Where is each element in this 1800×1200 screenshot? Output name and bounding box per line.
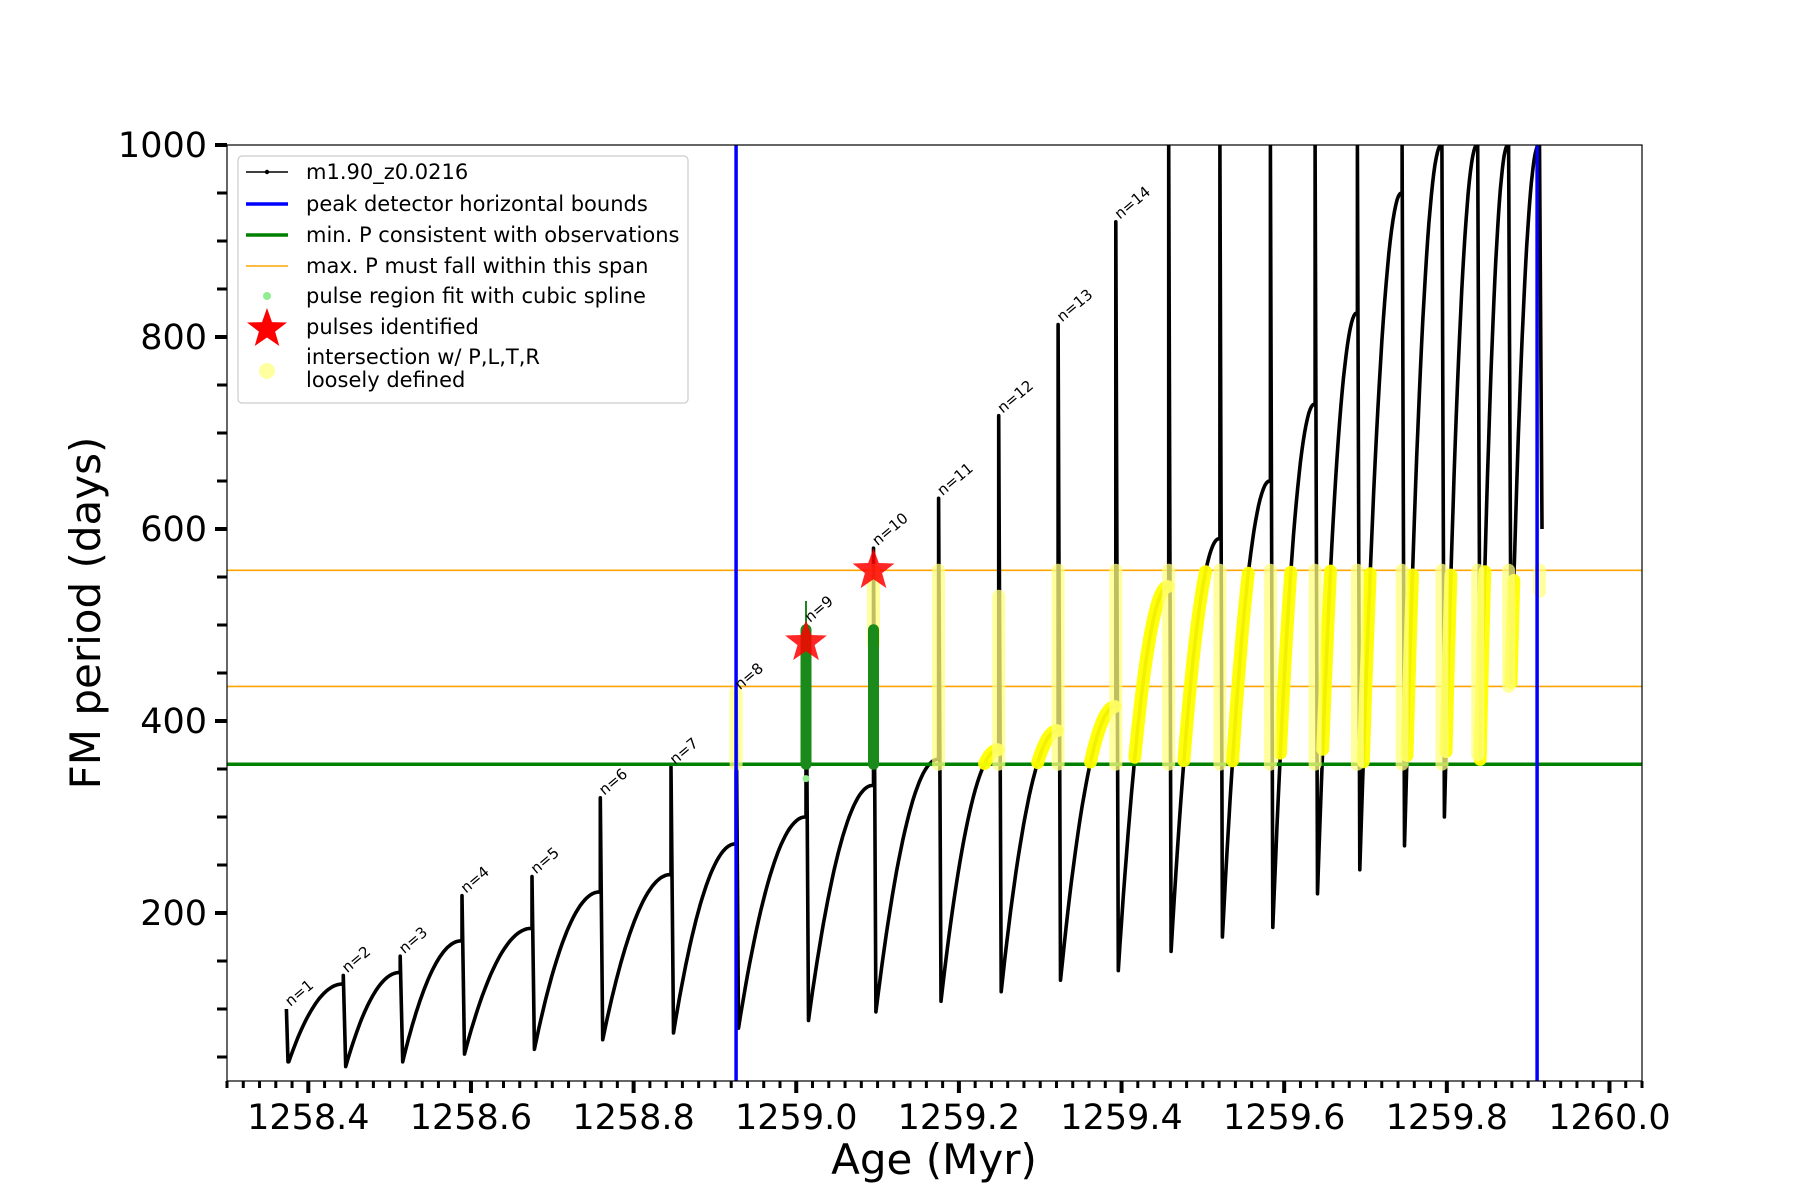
identified-pulse-star-1 <box>852 548 895 589</box>
y-tick-label-1: 400 <box>140 702 207 742</box>
legend-label-2: min. P consistent with observations <box>306 223 679 247</box>
intersection-arc-17 <box>1316 564 1337 756</box>
y-tick-label-4: 1000 <box>118 126 207 166</box>
x-tick-label-3: 1259.0 <box>735 1098 857 1138</box>
y-tick-label-2: 600 <box>140 510 207 550</box>
legend-handle-dot-4 <box>263 292 271 300</box>
intersection-arc-14 <box>1177 565 1212 768</box>
intersection-arc-15 <box>1226 566 1255 768</box>
spline-fit-point <box>802 775 810 783</box>
legend-label-4: pulse region fit with cubic spline <box>306 284 646 308</box>
legend-label-1: peak detector horizontal bounds <box>306 192 648 216</box>
x-tick-label-7: 1259.8 <box>1386 1098 1508 1138</box>
intersection-arc-16 <box>1273 565 1298 760</box>
legend-label-3: max. P must fall within this span <box>306 254 648 278</box>
legend-label-0: m1.90_z0.0216 <box>306 160 468 185</box>
plot-frame <box>226 144 1643 1082</box>
x-tick-label-6: 1259.6 <box>1223 1098 1345 1138</box>
legend-handle-bigdot <box>259 363 275 379</box>
x-tick-label-8: 1260.0 <box>1548 1098 1670 1138</box>
legend-label-5: pulses identified <box>306 315 479 339</box>
identified-pulse-star-0 <box>785 620 827 661</box>
x-tick-label-4: 1259.2 <box>898 1098 1020 1138</box>
legend-label-6: intersection w/ P,L,T,R <box>306 345 540 369</box>
x-tick-label-5: 1259.4 <box>1060 1098 1182 1138</box>
x-tick-label-1: 1258.6 <box>410 1098 532 1138</box>
x-tick-label-2: 1258.8 <box>572 1098 694 1138</box>
y-tick-label-0: 200 <box>140 894 207 934</box>
x-axis-label: Age (Myr) <box>831 1135 1037 1184</box>
x-tick-label-0: 1258.4 <box>247 1098 369 1138</box>
axes: 1258.4 1258.6 1258.8 1259.0 1259.2 1259.4 1259… <box>118 126 1671 1138</box>
legend-handle-dot <box>264 169 270 175</box>
legend-label-6-line2: loosely defined <box>306 368 465 392</box>
legend-handle-star <box>247 308 287 346</box>
intersection-arc-18 <box>1356 567 1377 769</box>
y-tick-label-3: 800 <box>140 318 207 358</box>
y-axis-label: FM period (days) <box>61 437 110 790</box>
legend-box <box>237 155 689 404</box>
